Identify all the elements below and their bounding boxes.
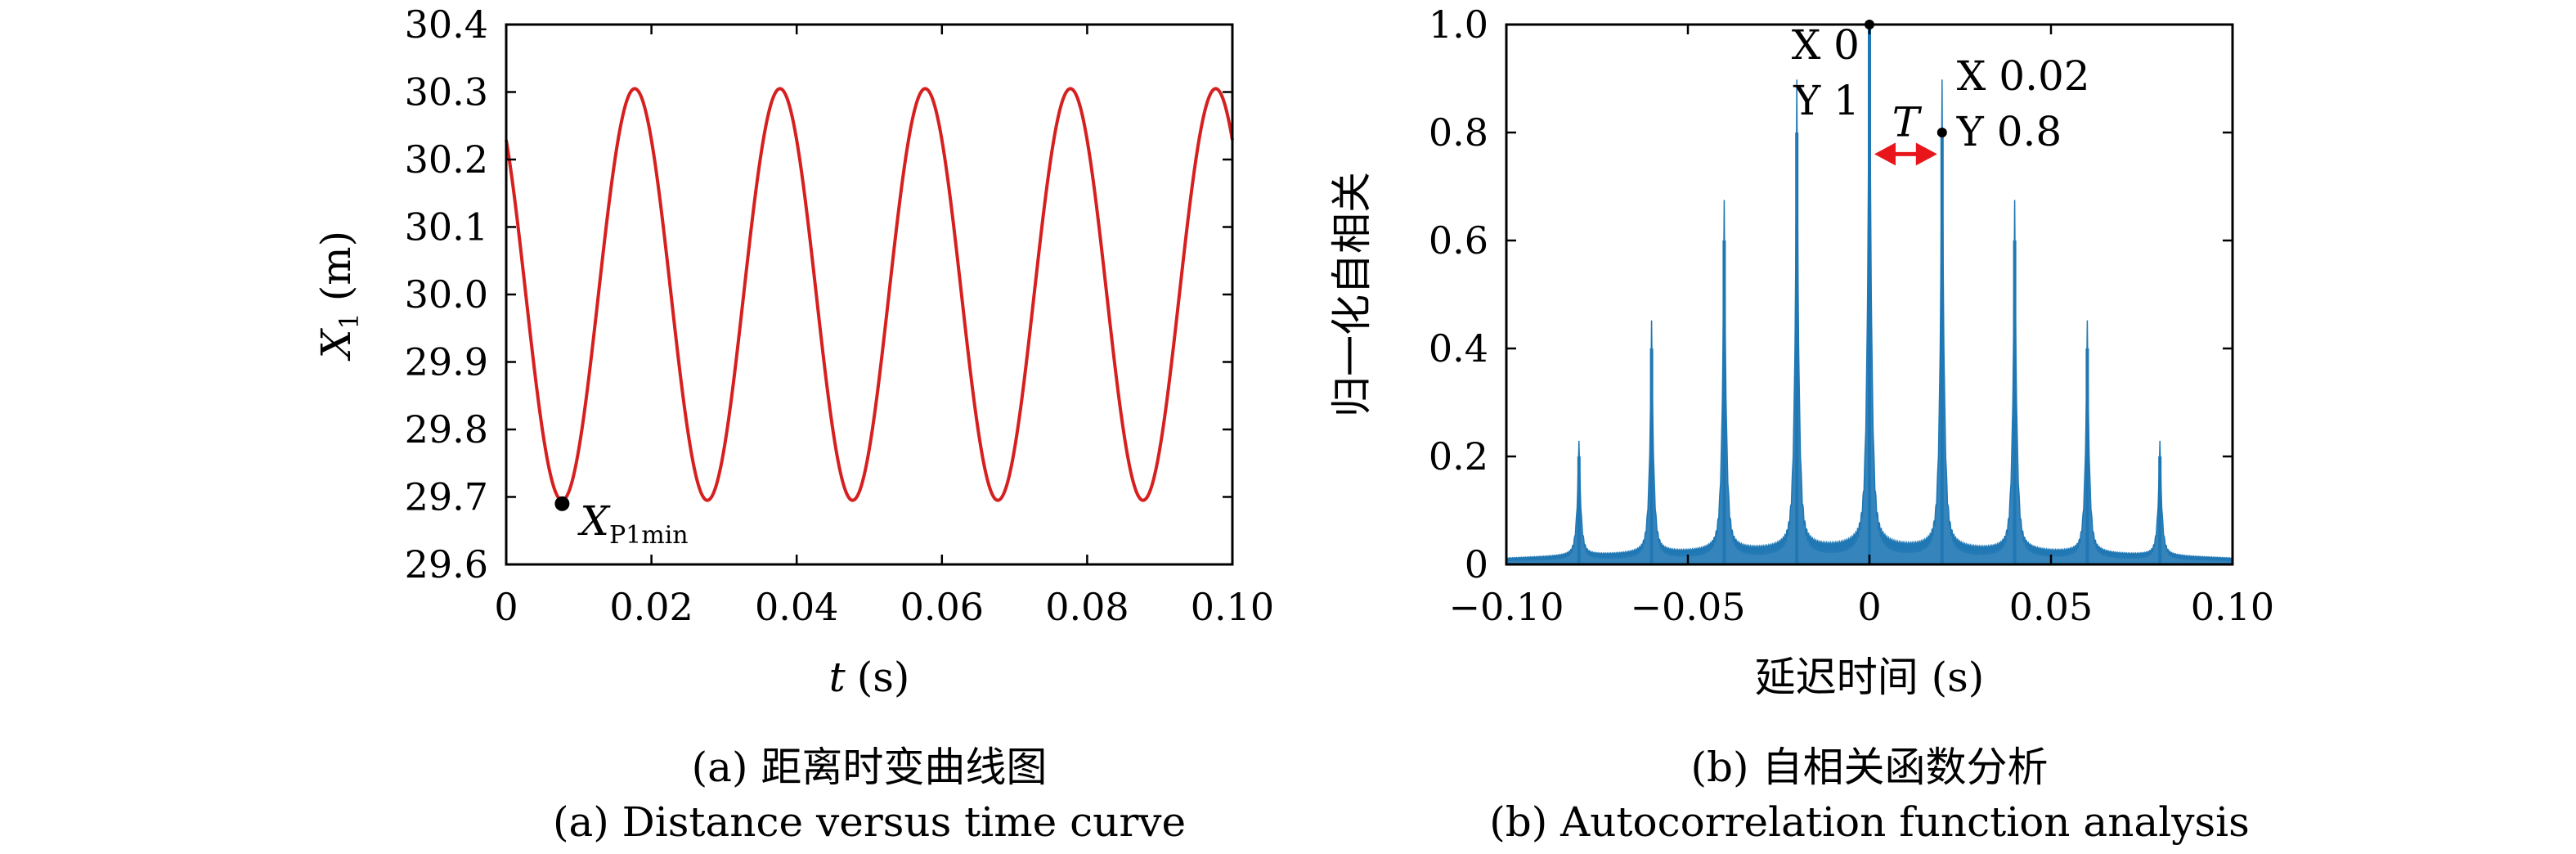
a-y-tick-label: 30.3 xyxy=(405,70,488,115)
b-period-arrow-left xyxy=(1874,142,1896,166)
a-y-tick-label: 29.8 xyxy=(405,407,488,452)
b-x-tick-label: 0.05 xyxy=(2009,585,2093,629)
b-caption-cn: (b) 自相关函数分析 xyxy=(1691,744,2049,791)
b-y-tick-label: 0.6 xyxy=(1429,218,1488,263)
b-x-axis-label: 延迟时间 (s) xyxy=(1755,654,1985,701)
a-plot-frame xyxy=(505,23,1234,566)
b-y-tick-label: 0.8 xyxy=(1429,110,1488,155)
b-ticks: −0.10 −0.05 0 0.05 0.10 0 0.2 0.4 0.6 0.8 1.0 xyxy=(1429,2,2274,629)
a-ticks: 0 0.02 0.04 0.06 0.08 0.10 29.6 29.7 29.8 29.9 30.… xyxy=(405,2,1275,629)
b-series-layer xyxy=(1506,24,2233,565)
a-min-label: XP1min xyxy=(577,497,688,550)
a-annotation: XP1min xyxy=(554,496,689,550)
a-caption-cn: (a) 距离时变曲线图 xyxy=(692,744,1048,791)
a-series-layer xyxy=(505,87,1234,502)
b-x-tick-label: 0 xyxy=(1857,585,1881,629)
a-min-point xyxy=(554,496,570,511)
b-y-tick-label: 0.4 xyxy=(1429,326,1488,371)
a-x-tick-label: 0.10 xyxy=(1191,585,1274,629)
a-y-tick-label: 30.0 xyxy=(405,272,488,317)
a-x-axis-label: t (s) xyxy=(829,654,910,701)
b-marker-peak0-y: Y 1 xyxy=(1793,77,1860,124)
a-y-axis-label: X1(m) xyxy=(312,231,365,362)
a-y-tick-label: 30.4 xyxy=(405,2,488,47)
b-annotations: X 0 Y 1 X 0.02 Y 0.8 T xyxy=(1792,20,2090,166)
a-y-tick-label: 29.6 xyxy=(405,542,488,587)
a-x-tick-label: 0.08 xyxy=(1045,585,1129,629)
a-x-tick-label: 0.02 xyxy=(609,585,693,629)
b-marker-peak1-y: Y 0.8 xyxy=(1956,108,2062,155)
b-x-tick-label: −0.10 xyxy=(1449,585,1564,629)
a-x-tick-label: 0 xyxy=(494,585,518,629)
b-period-arrow-right xyxy=(1915,142,1937,166)
b-period-label: T xyxy=(1892,98,1923,146)
a-y-tick-label: 29.9 xyxy=(405,340,488,384)
b-x-tick-label: 0.10 xyxy=(2191,585,2274,629)
a-x-tick-label: 0.06 xyxy=(900,585,984,629)
b-y-tick-label: 1.0 xyxy=(1429,2,1488,47)
b-marker-peak0 xyxy=(1865,20,1874,29)
a-y-tick-label: 30.2 xyxy=(405,137,488,182)
b-y-tick-label: 0 xyxy=(1465,542,1488,587)
b-y-axis-label: 归一化自相关 xyxy=(1328,172,1376,417)
a-y-tick-label: 29.7 xyxy=(405,475,488,519)
b-marker-peak1-x: X 0.02 xyxy=(1957,52,2090,100)
a-caption-en: (a) Distance versus time curve xyxy=(553,798,1186,846)
b-y-tick-label: 0.2 xyxy=(1429,434,1488,479)
b-caption-en: (b) Autocorrelation function analysis xyxy=(1489,798,2250,846)
panel-a: 0 0.02 0.04 0.06 0.08 0.10 29.6 29.7 29.8 29.9 30.… xyxy=(312,2,1274,846)
a-y-tick-label: 30.1 xyxy=(405,205,488,249)
b-marker-peak0-x: X 0 xyxy=(1792,21,1860,69)
b-x-tick-label: −0.05 xyxy=(1631,585,1746,629)
panel-b: −0.10 −0.05 0 0.05 0.10 0 0.2 0.4 0.6 0.8 1.0 X 0 Y… xyxy=(1328,2,2274,846)
b-marker-peak1 xyxy=(1936,128,1947,137)
a-series-line xyxy=(505,87,1234,502)
a-x-tick-label: 0.04 xyxy=(755,585,838,629)
